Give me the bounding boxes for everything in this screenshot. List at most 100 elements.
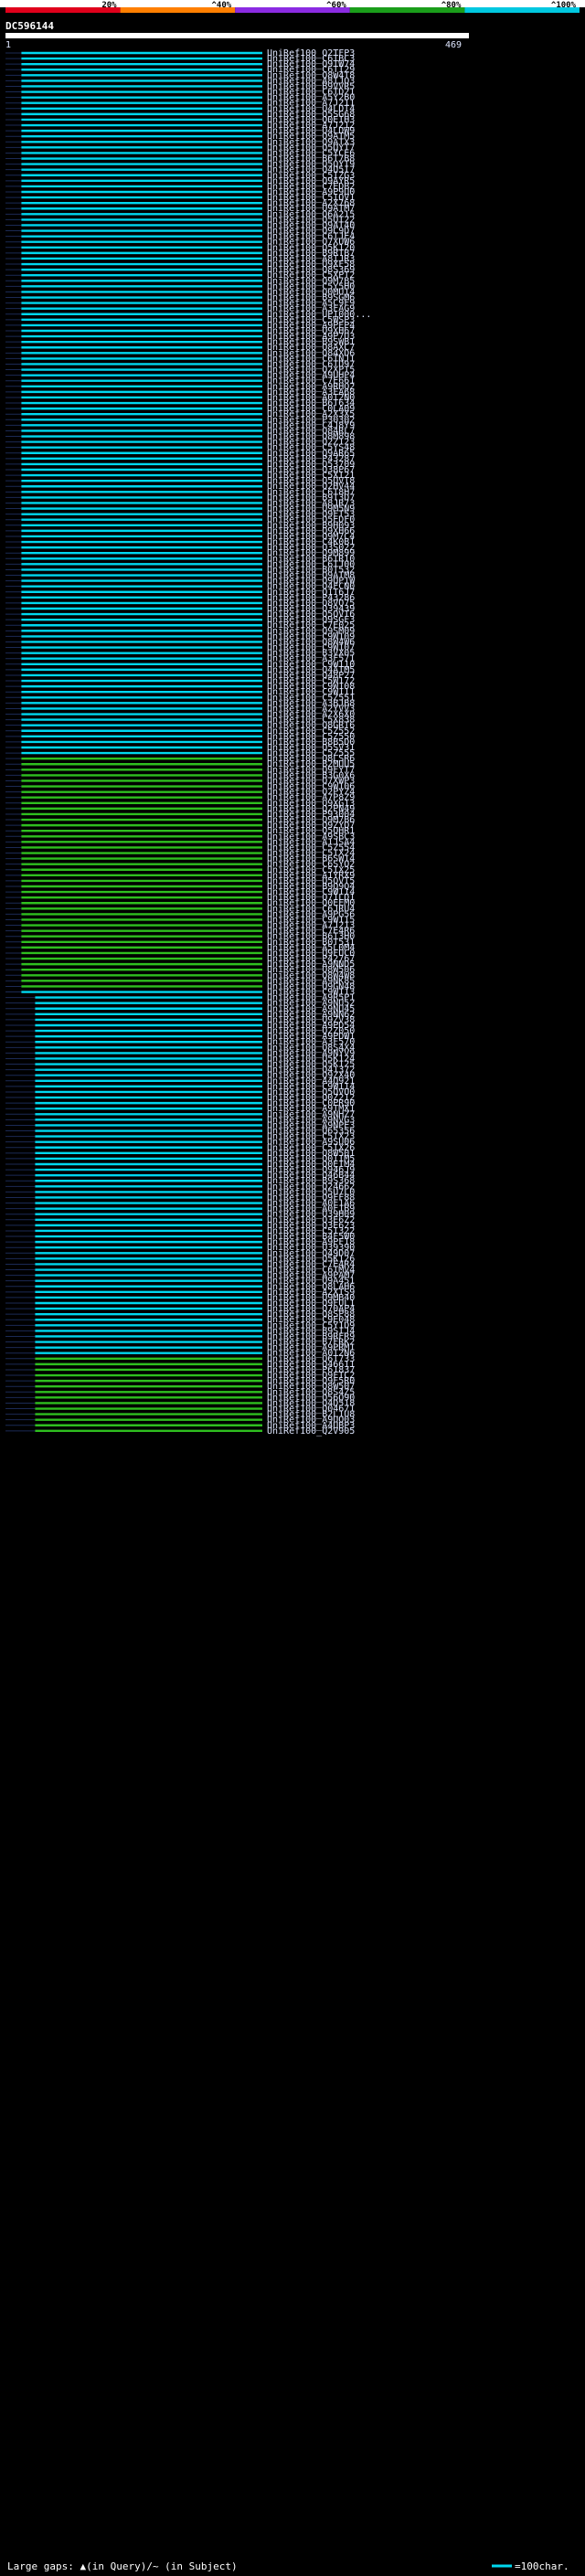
hit-row[interactable]: UniRef100_C5IQV1 xyxy=(5,193,355,203)
hit-label[interactable]: UniRef100_A5C9F9 xyxy=(267,299,355,309)
hit-row[interactable]: UniRef100_B9RTB7 xyxy=(5,249,355,259)
hit-label[interactable]: UniRef100_Q9FTC2 xyxy=(267,1371,355,1381)
hit-label[interactable]: UniRef100_Q9FYT7 xyxy=(267,765,355,775)
hit-label[interactable]: UniRef100_A3FAG9 xyxy=(267,304,355,314)
hit-label[interactable]: UniRef100_B8B5D0 xyxy=(267,737,355,747)
hit-label[interactable]: UniRef100_Q3E623 xyxy=(267,1221,355,1231)
hit-label[interactable]: UniRef100_Q5QVT5 xyxy=(267,876,355,886)
hit-row[interactable]: UniRef100_C4J8Y9 xyxy=(5,420,355,430)
hit-row[interactable]: UniRef100_B9S368 xyxy=(5,1176,355,1186)
hit-row[interactable]: UniRef100_B8B5D0 xyxy=(5,737,355,747)
hit-label[interactable]: UniRef100_A9UQ03 xyxy=(267,1415,355,1426)
hit-row[interactable]: UniRef100_A9NN62 xyxy=(5,1010,355,1020)
hit-row[interactable]: UniRef100_Q4LDW9 xyxy=(5,126,355,136)
hit-row[interactable]: UniRef100_Q4D518 xyxy=(5,1398,355,1408)
hit-label[interactable]: UniRef100_Q8W506 xyxy=(267,965,355,975)
hit-label[interactable]: UniRef100_C5IZG3 xyxy=(267,171,355,181)
hit-row[interactable]: UniRef100_Q9MB40 xyxy=(5,1293,355,1303)
hit-label[interactable]: UniRef100_C5Z552 xyxy=(267,726,355,737)
hit-label[interactable]: UniRef100_C5IX23 xyxy=(267,1132,355,1142)
hit-label[interactable]: UniRef100_Q9ZX40 xyxy=(267,1071,355,1081)
hit-row[interactable]: UniRef100_C5IX26 xyxy=(5,1143,355,1153)
hit-row[interactable]: UniRef100_Q9FUC0 xyxy=(5,949,355,959)
hit-label[interactable]: UniRef100_Q8M898 xyxy=(267,432,355,442)
hit-row[interactable]: UniRef100_Q9AYR5 xyxy=(5,176,355,186)
hit-label[interactable]: UniRef100_P61837 xyxy=(267,1365,355,1375)
hit-label[interactable]: UniRef100_A9P9U0 xyxy=(267,187,355,197)
hit-row[interactable]: UniRef100_B0T531 xyxy=(5,938,355,948)
hit-row[interactable]: UniRef100_Q5QVT8 xyxy=(5,476,355,486)
hit-row[interactable]: UniRef100_Q8W501 xyxy=(5,1149,355,1159)
hit-label[interactable]: UniRef100_B9Q9Q4 xyxy=(267,882,355,892)
hit-label[interactable]: UniRef100_P93004 xyxy=(267,810,355,820)
hit-label[interactable]: UniRef100_Q5K120 xyxy=(267,243,355,253)
hit-label[interactable]: UniRef100_C6TBC3 xyxy=(267,54,355,64)
hit-row[interactable]: UniRef100_Q9M7B6 xyxy=(5,815,355,825)
hit-row[interactable]: UniRef100_Q9FT53 xyxy=(5,510,355,520)
hit-row[interactable]: UniRef100_A3FAG9 xyxy=(5,304,355,314)
hit-row[interactable]: UniRef100_Q4ATM5 xyxy=(5,665,355,675)
hit-row[interactable]: UniRef100_A9PDW1 xyxy=(5,1032,355,1042)
hit-label[interactable]: UniRef100_B6T3H0 xyxy=(267,932,355,942)
hit-label[interactable]: UniRef100_Q8LAH6 xyxy=(267,1282,355,1292)
hit-label[interactable]: UniRef100_Q39390 xyxy=(267,1243,355,1253)
hit-label[interactable]: UniRef100_A9SBC3 xyxy=(267,832,355,842)
hit-row[interactable]: UniRef100_C9W107 xyxy=(5,643,355,653)
hit-label[interactable]: UniRef100_Q9A451 xyxy=(267,1277,355,1287)
hit-row[interactable]: UniRef100_C5W172 xyxy=(5,676,355,686)
hit-label[interactable]: UniRef100_Q8S369 xyxy=(267,265,355,275)
hit-label[interactable]: UniRef100_Q9M7B6 xyxy=(267,815,355,825)
hit-row[interactable]: UniRef100_Q48P27 xyxy=(5,671,355,681)
hit-row[interactable]: UniRef100_A9SU06 xyxy=(5,1138,355,1148)
hit-label[interactable]: UniRef100_Q9ZYQ7 xyxy=(267,821,355,831)
hit-label[interactable]: UniRef100_Q9GN48 xyxy=(267,981,355,991)
hit-row[interactable]: UniRef100_Q4LDT4 xyxy=(5,104,355,114)
hit-label[interactable]: UniRef100_Q4FCN0 xyxy=(267,582,355,592)
hit-label[interactable]: UniRef100_A9PF18 xyxy=(267,1237,355,1247)
hit-row[interactable]: UniRef100_UPI000... xyxy=(5,310,371,320)
hit-label[interactable]: UniRef100_Q24662 xyxy=(267,1182,355,1192)
hit-label[interactable]: UniRef100_Q9ATM7 xyxy=(267,204,355,214)
hit-row[interactable]: UniRef100_C5IX25 xyxy=(5,865,355,875)
hit-label[interactable]: UniRef100_C6TMV4 xyxy=(267,1266,355,1276)
hit-row[interactable]: UniRef100_Q4FCN0 xyxy=(5,582,355,592)
hit-label[interactable]: UniRef100_Q4D518 xyxy=(267,1398,355,1408)
hit-row[interactable]: UniRef100_Q5QHR1 xyxy=(5,826,355,836)
hit-label[interactable]: UniRef100_C9W106 xyxy=(267,782,355,792)
hit-row[interactable]: UniRef100_A9TMX1 xyxy=(5,1104,355,1114)
hit-row[interactable]: UniRef100_B9SGM6 xyxy=(5,293,355,303)
hit-row[interactable]: UniRef100_A9PF18 xyxy=(5,1237,355,1247)
hit-label[interactable]: UniRef100_A7P8Z9 xyxy=(267,793,355,803)
hit-label[interactable]: UniRef100_B9SGM6 xyxy=(267,293,355,303)
hit-row[interactable]: UniRef100_C5Z550 xyxy=(5,732,355,742)
hit-row[interactable]: UniRef100_Q65356 xyxy=(5,1127,355,1137)
hit-label[interactable]: UniRef100_Q4LDT4 xyxy=(267,104,355,114)
hit-label[interactable]: UniRef100_A2X768 xyxy=(267,198,355,208)
hit-label[interactable]: UniRef100_A9PG56 xyxy=(267,909,355,919)
hit-row[interactable]: UniRef100_A9PG56 xyxy=(5,909,355,919)
hit-label[interactable]: UniRef100_C5IX26 xyxy=(267,1143,355,1153)
hit-row[interactable]: UniRef100_Q38P67 xyxy=(5,465,355,475)
hit-row[interactable]: UniRef100_Q9ATX3 xyxy=(5,137,355,147)
hit-row[interactable]: UniRef100_A7J211 xyxy=(5,99,355,109)
hit-label[interactable]: UniRef100_B9VVR5 xyxy=(267,81,355,91)
hit-row[interactable]: UniRef100_Q7XUW6 xyxy=(5,238,355,248)
hit-label[interactable]: UniRef100_Q9MB40 xyxy=(267,1293,355,1303)
hit-label[interactable]: UniRef100_A3F571 xyxy=(267,654,355,664)
hit-label[interactable]: UniRef100_A9P7U3 xyxy=(267,332,355,342)
hit-row[interactable]: UniRef100_Q9GN48 xyxy=(5,981,355,991)
hit-row[interactable]: UniRef100_A9RHQ2 xyxy=(5,382,355,392)
hit-row[interactable]: UniRef100_Q5QYT7 xyxy=(5,143,355,153)
hit-label[interactable]: UniRef100_B9S368 xyxy=(267,1176,355,1186)
hit-label[interactable]: UniRef100_C5IQV1 xyxy=(267,193,355,203)
hit-row[interactable]: UniRef100_B6SW14 xyxy=(5,854,355,864)
hit-row[interactable]: UniRef100_C7E4R4 xyxy=(5,1259,355,1269)
hit-label[interactable]: UniRef100_B7FRK2 xyxy=(267,1338,355,1348)
hit-row[interactable]: UniRef100_Q9C9D7 xyxy=(5,227,355,237)
hit-label[interactable]: UniRef100_Q8W4W6 xyxy=(267,637,355,647)
hit-label[interactable]: UniRef100_Q9TW74 xyxy=(267,59,355,69)
hit-label[interactable]: UniRef100_Q2Z050 xyxy=(267,1026,355,1036)
hit-row[interactable]: UniRef100_Q3E623 xyxy=(5,1221,355,1231)
hit-row[interactable]: UniRef100_A5C9F9 xyxy=(5,299,355,309)
hit-row[interactable]: UniRef100_Q2PYZ4 xyxy=(5,788,355,798)
